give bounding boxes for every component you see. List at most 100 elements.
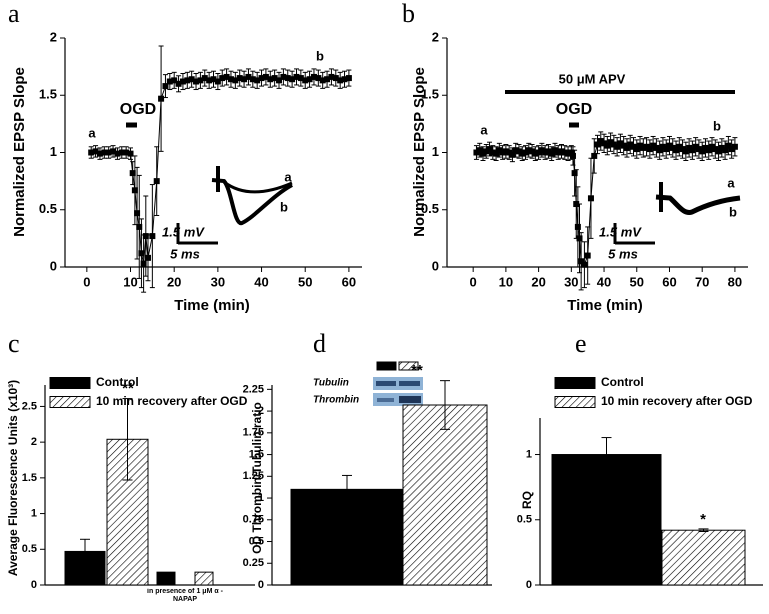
marker: [656, 147, 663, 154]
y-axis-label: OD Thrombin/Tubulin ratio: [250, 402, 264, 554]
marker: [630, 143, 637, 150]
marker: [123, 149, 130, 156]
annotation: Tubulin: [313, 378, 349, 389]
x-tick-label: 60: [662, 274, 676, 289]
marker: [686, 144, 693, 151]
blot-band: [376, 381, 396, 386]
legend-swatch: [376, 361, 397, 371]
marker: [731, 143, 738, 150]
marker: [149, 233, 156, 240]
y-tick-label: 0.25: [243, 557, 264, 569]
marker: [214, 78, 221, 85]
panel-letter: b: [402, 0, 415, 28]
marker: [206, 77, 213, 84]
category-label-box: in presence of 1 μM α - NAPAP: [147, 588, 223, 603]
bar: [402, 404, 488, 586]
y-tick-label: 1.25: [243, 470, 264, 482]
marker: [473, 149, 480, 156]
y-tick-label: 0.5: [421, 201, 439, 216]
x-tick-label: 40: [597, 274, 611, 289]
y-tick-label: 1: [50, 144, 57, 159]
panel: b Normalized EPSP Slope Time (min) 0 0.5 1 1.5…: [402, 0, 748, 314]
y-axis-label: Normalized EPSP Slope: [411, 67, 428, 237]
y-tick-label: 1: [258, 492, 264, 504]
marker: [538, 147, 545, 154]
marker: [476, 147, 483, 154]
marker: [276, 77, 283, 84]
marker: [699, 148, 706, 155]
bar: [661, 529, 746, 586]
y-tick-label: 0.5: [517, 514, 532, 526]
legend-label: Control: [96, 375, 139, 389]
marker: [306, 76, 313, 83]
bar: [551, 454, 662, 586]
marker: [262, 73, 269, 80]
x-axis-label: Time (min): [174, 297, 250, 314]
legend-swatch: [554, 396, 596, 408]
panel: d OD Thrombin/Tubulin ratio 0 0.25 0.5 0.75 1 1…: [243, 329, 492, 591]
marker: [328, 73, 335, 80]
marker: [584, 252, 591, 259]
y-tick-label: 2: [50, 29, 57, 44]
marker: [673, 147, 680, 154]
marker: [236, 75, 243, 82]
panel-letter: c: [8, 329, 20, 358]
panel: a Normalized EPSP Slope Time (min) 0 0.5 1 1.5…: [8, 0, 362, 314]
marker: [525, 147, 532, 154]
x-tick-label: 60: [342, 274, 356, 289]
marker: [646, 146, 653, 153]
marker: [542, 149, 549, 156]
marker: [502, 148, 509, 155]
x-tick-label: 80: [728, 274, 742, 289]
annotation: *: [700, 511, 706, 528]
marker: [576, 235, 583, 242]
x-tick-label: 20: [531, 274, 545, 289]
marker: [486, 146, 493, 153]
marker: [293, 73, 300, 80]
marker: [337, 77, 344, 84]
x-tick-label: 30: [564, 274, 578, 289]
annotation: 1.5 mV: [599, 224, 642, 239]
marker: [709, 143, 716, 150]
marker: [483, 148, 490, 155]
marker: [725, 142, 732, 149]
annotation: a: [727, 175, 735, 190]
marker: [728, 146, 735, 153]
bar: [194, 571, 214, 586]
marker: [134, 210, 141, 217]
marker: [522, 149, 529, 156]
x-tick-label: 20: [167, 274, 181, 289]
annotation: b: [713, 118, 721, 133]
legend-swatch: [554, 377, 596, 389]
y-tick-label: 2.5: [22, 400, 37, 412]
y-tick-label: 0.5: [39, 201, 57, 216]
annotation: a: [88, 125, 96, 140]
annotation: b: [316, 48, 324, 63]
marker: [633, 146, 640, 153]
marker: [692, 143, 699, 150]
y-tick-label: 2.25: [243, 383, 264, 395]
marker: [223, 73, 230, 80]
marker: [705, 147, 712, 154]
annotation: 5 ms: [170, 246, 200, 261]
marker: [506, 149, 513, 156]
marker: [136, 223, 143, 230]
blot-band: [399, 396, 421, 403]
marker: [267, 76, 274, 83]
marker: [623, 144, 630, 151]
marker: [545, 148, 552, 155]
marker: [88, 149, 95, 156]
marker: [197, 77, 204, 84]
marker: [258, 75, 265, 82]
marker: [179, 78, 186, 85]
panel: e RQ 0 0.5 1 Control 10 min recovery after OGD…: [517, 329, 763, 591]
marker: [227, 76, 234, 83]
y-axis-label: Normalized EPSP Slope: [11, 67, 28, 237]
marker: [118, 149, 125, 156]
y-tick-label: 0.5: [22, 543, 37, 555]
legend-label: Control: [601, 375, 644, 389]
annotation: b: [280, 199, 288, 214]
y-tick-label: 1.5: [421, 87, 439, 102]
annotation: Thrombin: [313, 395, 359, 406]
panel-letter: d: [313, 329, 326, 358]
